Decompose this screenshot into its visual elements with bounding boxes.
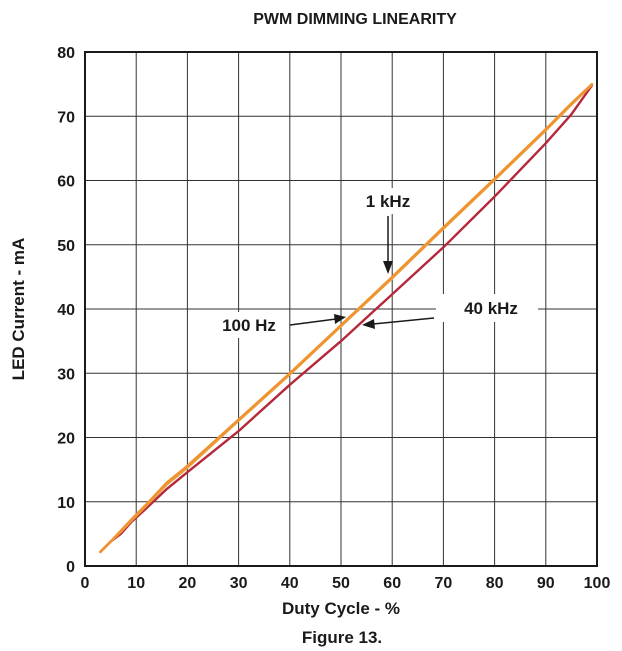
- x-tick-label: 0: [81, 575, 90, 592]
- y-tick-label: 40: [57, 302, 75, 319]
- annotation-100hz-arrow: [289, 318, 337, 326]
- y-tick-label: 0: [66, 559, 75, 576]
- y-tick-label: 50: [57, 238, 75, 255]
- x-tick-labels: 0 10 20 30 40 50 60 70 80 90 100: [81, 575, 611, 592]
- annotation-1khz-backdrop: [352, 188, 420, 214]
- annotation-40khz-arrowhead: [362, 319, 375, 329]
- y-tick-label: 10: [57, 495, 75, 512]
- annotation-1khz-arrowhead: [383, 261, 393, 274]
- x-tick-label: 100: [584, 575, 611, 592]
- y-tick-labels: 0 10 20 30 40 50 60 70 80: [57, 45, 75, 576]
- figure-caption: Figure 13.: [302, 628, 382, 647]
- y-axis-label: LED Current - mA: [9, 238, 28, 381]
- annotation-40khz-arrow: [372, 317, 435, 325]
- x-tick-label: 10: [127, 575, 145, 592]
- x-tick-label: 50: [332, 575, 350, 592]
- x-tick-label: 70: [435, 575, 453, 592]
- annotation-40khz-label: 40 kHz: [464, 299, 518, 318]
- y-tick-label: 80: [57, 45, 75, 62]
- x-tick-label: 80: [486, 575, 504, 592]
- series-line-1khz: [99, 82, 594, 554]
- x-tick-label: 20: [179, 575, 197, 592]
- annotation-100hz-backdrop: [206, 312, 288, 338]
- annotation-100hz-label: 100 Hz: [222, 316, 276, 335]
- x-tick-label: 30: [230, 575, 248, 592]
- x-tick-label: 90: [537, 575, 555, 592]
- y-tick-label: 70: [57, 109, 75, 126]
- chart-title: PWM DIMMING LINEARITY: [253, 11, 457, 28]
- annotation-40khz-backdrop: [436, 294, 538, 322]
- x-tick-label: 60: [383, 575, 401, 592]
- x-tick-label: 40: [281, 575, 299, 592]
- series-layer: [99, 82, 594, 554]
- plot-frame: [84, 51, 598, 567]
- y-tick-label: 60: [57, 174, 75, 191]
- annotation-100hz-arrowhead: [334, 314, 346, 324]
- annotation-1khz-label: 1 kHz: [366, 192, 410, 211]
- x-axis-label: Duty Cycle - %: [282, 599, 400, 618]
- y-tick-label: 20: [57, 431, 75, 448]
- y-tick-label: 30: [57, 366, 75, 383]
